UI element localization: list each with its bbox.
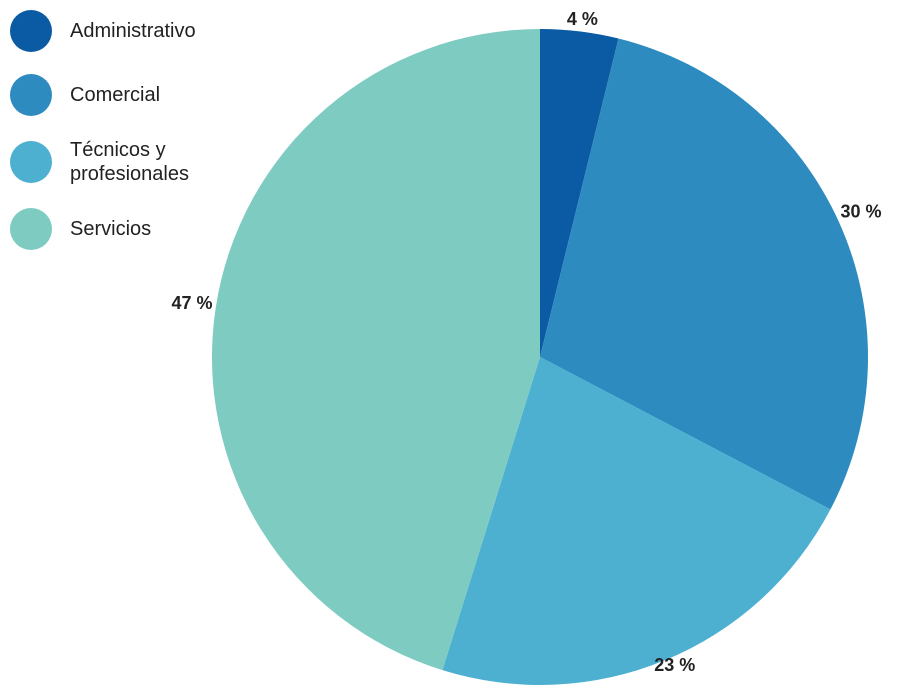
pie-slice bbox=[540, 29, 619, 357]
legend-label: Administrativo bbox=[70, 20, 196, 42]
legend-item: Comercial bbox=[10, 74, 230, 116]
data-label: 30 % bbox=[840, 201, 881, 221]
legend-item: Servicios bbox=[10, 208, 230, 250]
legend-item: Técnicos y profesionales bbox=[10, 138, 230, 186]
data-label: 47 % bbox=[171, 293, 212, 313]
pie-slice bbox=[442, 357, 831, 685]
data-label: 4 % bbox=[567, 9, 598, 29]
pie-slice bbox=[212, 29, 540, 671]
legend-swatch bbox=[10, 208, 52, 250]
pie-slice bbox=[540, 38, 868, 510]
legend-label: Técnicos y profesionales bbox=[70, 139, 189, 185]
data-label: 23 % bbox=[654, 655, 695, 675]
legend-swatch bbox=[10, 74, 52, 116]
legend-label: Servicios bbox=[70, 218, 152, 240]
legend-swatch bbox=[10, 10, 52, 52]
legend-label: Comercial bbox=[70, 84, 161, 106]
legend-swatch bbox=[10, 141, 52, 183]
legend: Administrativo Comercial Técnicos y profes… bbox=[10, 10, 230, 272]
legend-item: Administrativo bbox=[10, 10, 230, 52]
